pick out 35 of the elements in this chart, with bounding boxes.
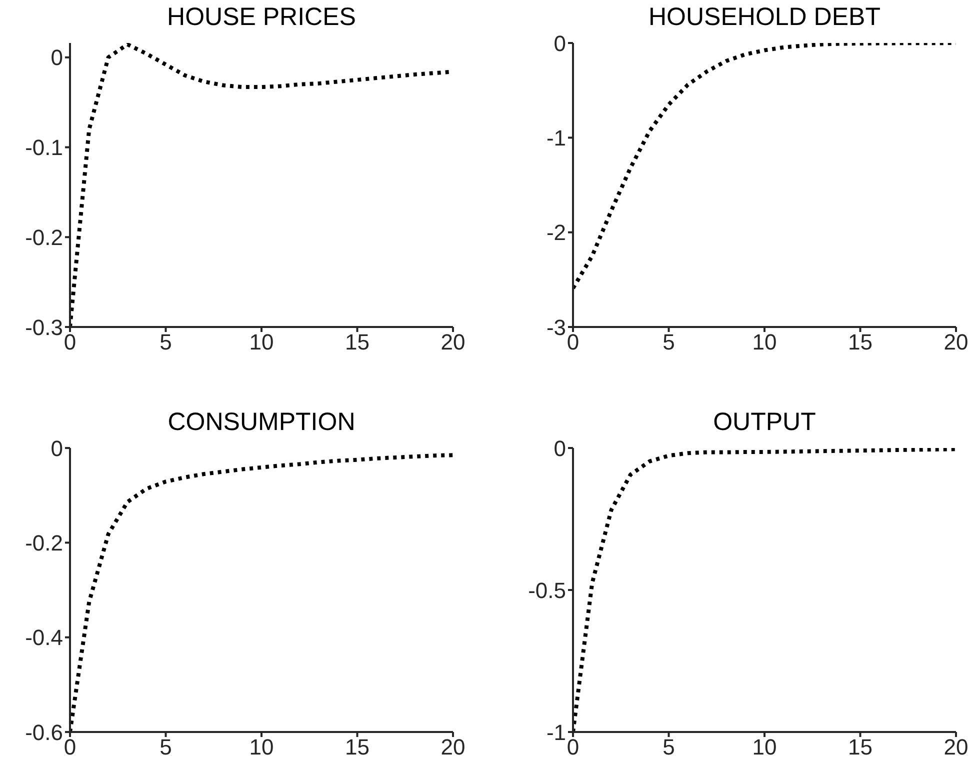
x-tick-label: 5 (662, 734, 675, 760)
y-tick-label: 0 (554, 30, 566, 56)
chart-title: HOUSE PRICES (166, 2, 357, 33)
y-tick-label: -0.2 (25, 224, 63, 250)
x-tick-label: 5 (662, 330, 675, 355)
x-tick-label: 10 (249, 734, 274, 760)
y-tick-label: 0 (50, 436, 63, 461)
y-tick-label: -3 (546, 314, 566, 340)
x-tick-label: 15 (345, 330, 370, 355)
x-tick-label: 20 (440, 734, 466, 760)
x-tick-label: 10 (752, 734, 777, 760)
x-tick-label: 15 (345, 734, 370, 760)
chart-title: CONSUMPTION (166, 407, 356, 438)
x-tick-label: 10 (752, 330, 777, 355)
y-tick-label: -0.6 (25, 720, 63, 745)
y-tick-label: 0 (50, 45, 63, 70)
chart-title: OUTPUT (712, 407, 817, 438)
y-tick-label: -1 (546, 720, 566, 745)
x-tick-label: 15 (848, 734, 872, 760)
chart-title: HOUSEHOLD DEBT (648, 2, 882, 33)
x-tick-label: 5 (160, 734, 172, 760)
x-tick-label: 20 (440, 330, 466, 355)
y-tick-label: -0.5 (528, 578, 566, 603)
x-tick-label: 20 (944, 330, 968, 355)
x-tick-label: 15 (848, 330, 872, 355)
y-tick-label: -0.2 (25, 530, 63, 556)
x-tick-label: 20 (944, 734, 968, 760)
y-tick-label: -0.3 (25, 314, 63, 340)
y-tick-label: -0.4 (25, 625, 63, 650)
x-tick-label: 10 (249, 330, 274, 355)
y-tick-label: -1 (546, 125, 566, 150)
x-tick-label: 5 (160, 330, 172, 355)
y-tick-label: -2 (546, 220, 566, 246)
y-tick-label: 0 (554, 436, 566, 461)
y-tick-label: -0.1 (25, 135, 63, 160)
